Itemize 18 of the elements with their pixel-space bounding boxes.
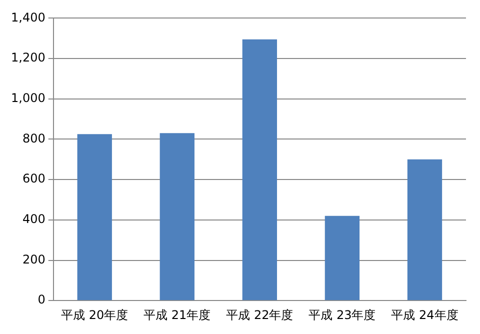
bar bbox=[324, 216, 360, 300]
y-tick-label: 1,000 bbox=[10, 91, 46, 106]
y-tick-label: 0 bbox=[38, 292, 46, 307]
x-tick-label: 平成 24年度 bbox=[391, 308, 458, 322]
y-tick-label: 600 bbox=[22, 172, 46, 186]
bar bbox=[407, 159, 442, 300]
bar bbox=[242, 39, 278, 300]
y-tick-label: 800 bbox=[22, 131, 46, 146]
x-tick-label: 平成 21年度 bbox=[144, 308, 211, 322]
x-tick-label: 平成 20年度 bbox=[61, 308, 128, 322]
x-tick-label: 平成 22年度 bbox=[226, 308, 294, 322]
y-tick-label: 200 bbox=[22, 252, 46, 266]
y-tick-label: 1,400 bbox=[10, 10, 46, 24]
y-tick-label: 400 bbox=[22, 212, 46, 226]
bar bbox=[77, 134, 112, 300]
y-tick-label: 1,200 bbox=[10, 50, 46, 65]
x-tick-label: 平成 23年度 bbox=[308, 308, 376, 322]
bar bbox=[160, 133, 194, 300]
